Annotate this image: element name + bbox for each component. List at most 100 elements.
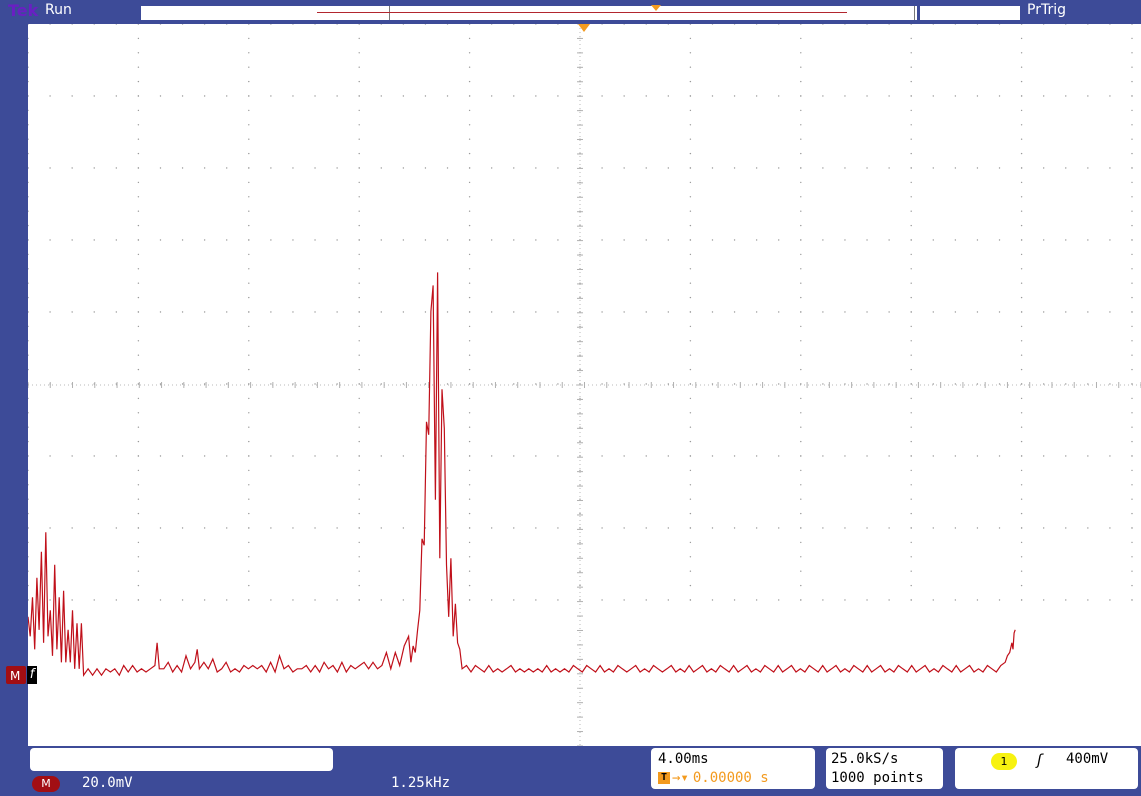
trigger-level[interactable]: 400mV <box>1066 751 1109 767</box>
graticule-dot <box>358 354 360 356</box>
graticule-dot <box>137 412 140 414</box>
graticule-dot <box>380 24 382 25</box>
graticule-dot <box>358 95 360 97</box>
graticule-dot <box>800 541 802 544</box>
fft-ground-marker[interactable]: f <box>27 666 37 684</box>
graticule-dot <box>490 455 493 457</box>
graticule-dot <box>270 599 272 601</box>
graticule-dot <box>358 311 360 313</box>
graticule-dot <box>380 383 382 385</box>
graticule-dot <box>954 239 957 241</box>
graticule-dot <box>579 541 581 544</box>
math-channel-badge[interactable]: M <box>32 776 60 792</box>
graticule-display <box>28 24 1141 746</box>
graticule-dot <box>1065 311 1067 313</box>
graticule-dot <box>314 239 316 241</box>
graticule-dot <box>358 80 360 83</box>
graticule-dot <box>358 37 360 40</box>
record-length[interactable]: 1000 points <box>831 770 924 786</box>
graticule-dot <box>468 498 471 500</box>
graticule-dot <box>358 253 360 256</box>
graticule-dot <box>137 311 140 313</box>
horizontal-position[interactable]: T →▾ 0.00000 s <box>658 770 769 786</box>
graticule-dot <box>468 282 471 284</box>
graticule-dot <box>1131 498 1133 500</box>
graticule-dot <box>115 599 118 601</box>
graticule-dot <box>270 527 272 529</box>
math-frequency-scale[interactable]: 1.25kHz <box>391 775 451 791</box>
record-view-bar <box>141 6 917 20</box>
arrow-right-icon: →▾ <box>672 770 689 786</box>
graticule-dot <box>579 368 581 371</box>
graticule-dot <box>181 95 184 97</box>
graticule-dot <box>689 541 692 544</box>
graticule-dot <box>358 282 360 284</box>
trigger-position-marker[interactable] <box>578 24 590 32</box>
graticule-dot <box>800 311 802 313</box>
graticule-dot <box>248 484 250 486</box>
graticule-dot <box>1131 541 1133 544</box>
graticule-dot <box>468 426 471 428</box>
graticule-dot <box>711 455 714 457</box>
graticule-dot <box>1131 383 1133 385</box>
graticule-dot <box>71 311 73 313</box>
graticule-dot <box>49 95 51 97</box>
graticule-dot <box>137 527 140 529</box>
graticule-dot <box>755 455 758 457</box>
graticule-dot <box>248 498 250 500</box>
graticule-dot <box>28 224 29 227</box>
sample-rate[interactable]: 25.0kS/s <box>831 751 899 767</box>
graticule-dot <box>601 383 603 385</box>
graticule-dot <box>248 296 250 299</box>
graticule-dot <box>248 268 250 270</box>
graticule-dot <box>645 167 647 169</box>
graticule-dot <box>778 24 780 25</box>
graticule-dot <box>226 383 228 385</box>
fft-waveform-trace <box>28 272 1016 677</box>
graticule-dot <box>910 37 912 40</box>
graticule-dot <box>778 95 780 97</box>
graticule-dot <box>358 296 360 299</box>
status-bar: Tek Run PrTrig <box>0 0 1141 24</box>
graticule-dot <box>910 556 912 558</box>
graticule-dot <box>468 556 471 558</box>
graticule-dot <box>755 167 758 169</box>
graticule-dot <box>822 527 824 529</box>
trigger-readout[interactable] <box>955 748 1138 789</box>
graticule-dot <box>932 527 934 529</box>
graticule-dot <box>468 167 471 169</box>
graticule-dot <box>248 584 250 587</box>
trigger-source-badge[interactable]: 1 <box>991 753 1017 770</box>
graticule-dot <box>800 469 802 472</box>
graticule-dot <box>822 599 824 601</box>
graticule-dot <box>358 24 360 25</box>
graticule-dot <box>1131 196 1133 198</box>
graticule-dot <box>358 167 360 169</box>
graticule-dot <box>1131 311 1133 313</box>
graticule-dot <box>1020 469 1023 472</box>
graticule-dot <box>1020 52 1023 54</box>
graticule-dot <box>689 66 692 68</box>
graticule-dot <box>910 354 912 356</box>
graticule-dot <box>380 599 382 601</box>
graticule-dot <box>28 599 29 601</box>
graticule-dot <box>1131 109 1133 112</box>
graticule-dot <box>28 210 29 212</box>
horizontal-scale[interactable]: 4.00ms <box>658 751 709 767</box>
graticule-dot <box>1065 24 1067 25</box>
graticule-dot <box>402 527 405 529</box>
graticule-dot <box>468 196 471 198</box>
graticule-dot <box>71 239 73 241</box>
graticule-dot <box>93 455 95 457</box>
graticule-dot <box>380 527 382 529</box>
graticule-dot <box>513 239 515 241</box>
horizontal-readout[interactable] <box>651 748 815 789</box>
graticule-dot <box>137 253 140 256</box>
math-vertical-scale[interactable]: 20.0mV <box>82 775 133 791</box>
graticule-dot <box>689 527 692 529</box>
graticule-dot <box>336 527 338 529</box>
acquisition-readout[interactable] <box>826 748 943 789</box>
graticule-dot <box>292 599 294 601</box>
graticule-dot <box>733 167 736 169</box>
math-reference-marker[interactable]: M <box>6 666 26 684</box>
